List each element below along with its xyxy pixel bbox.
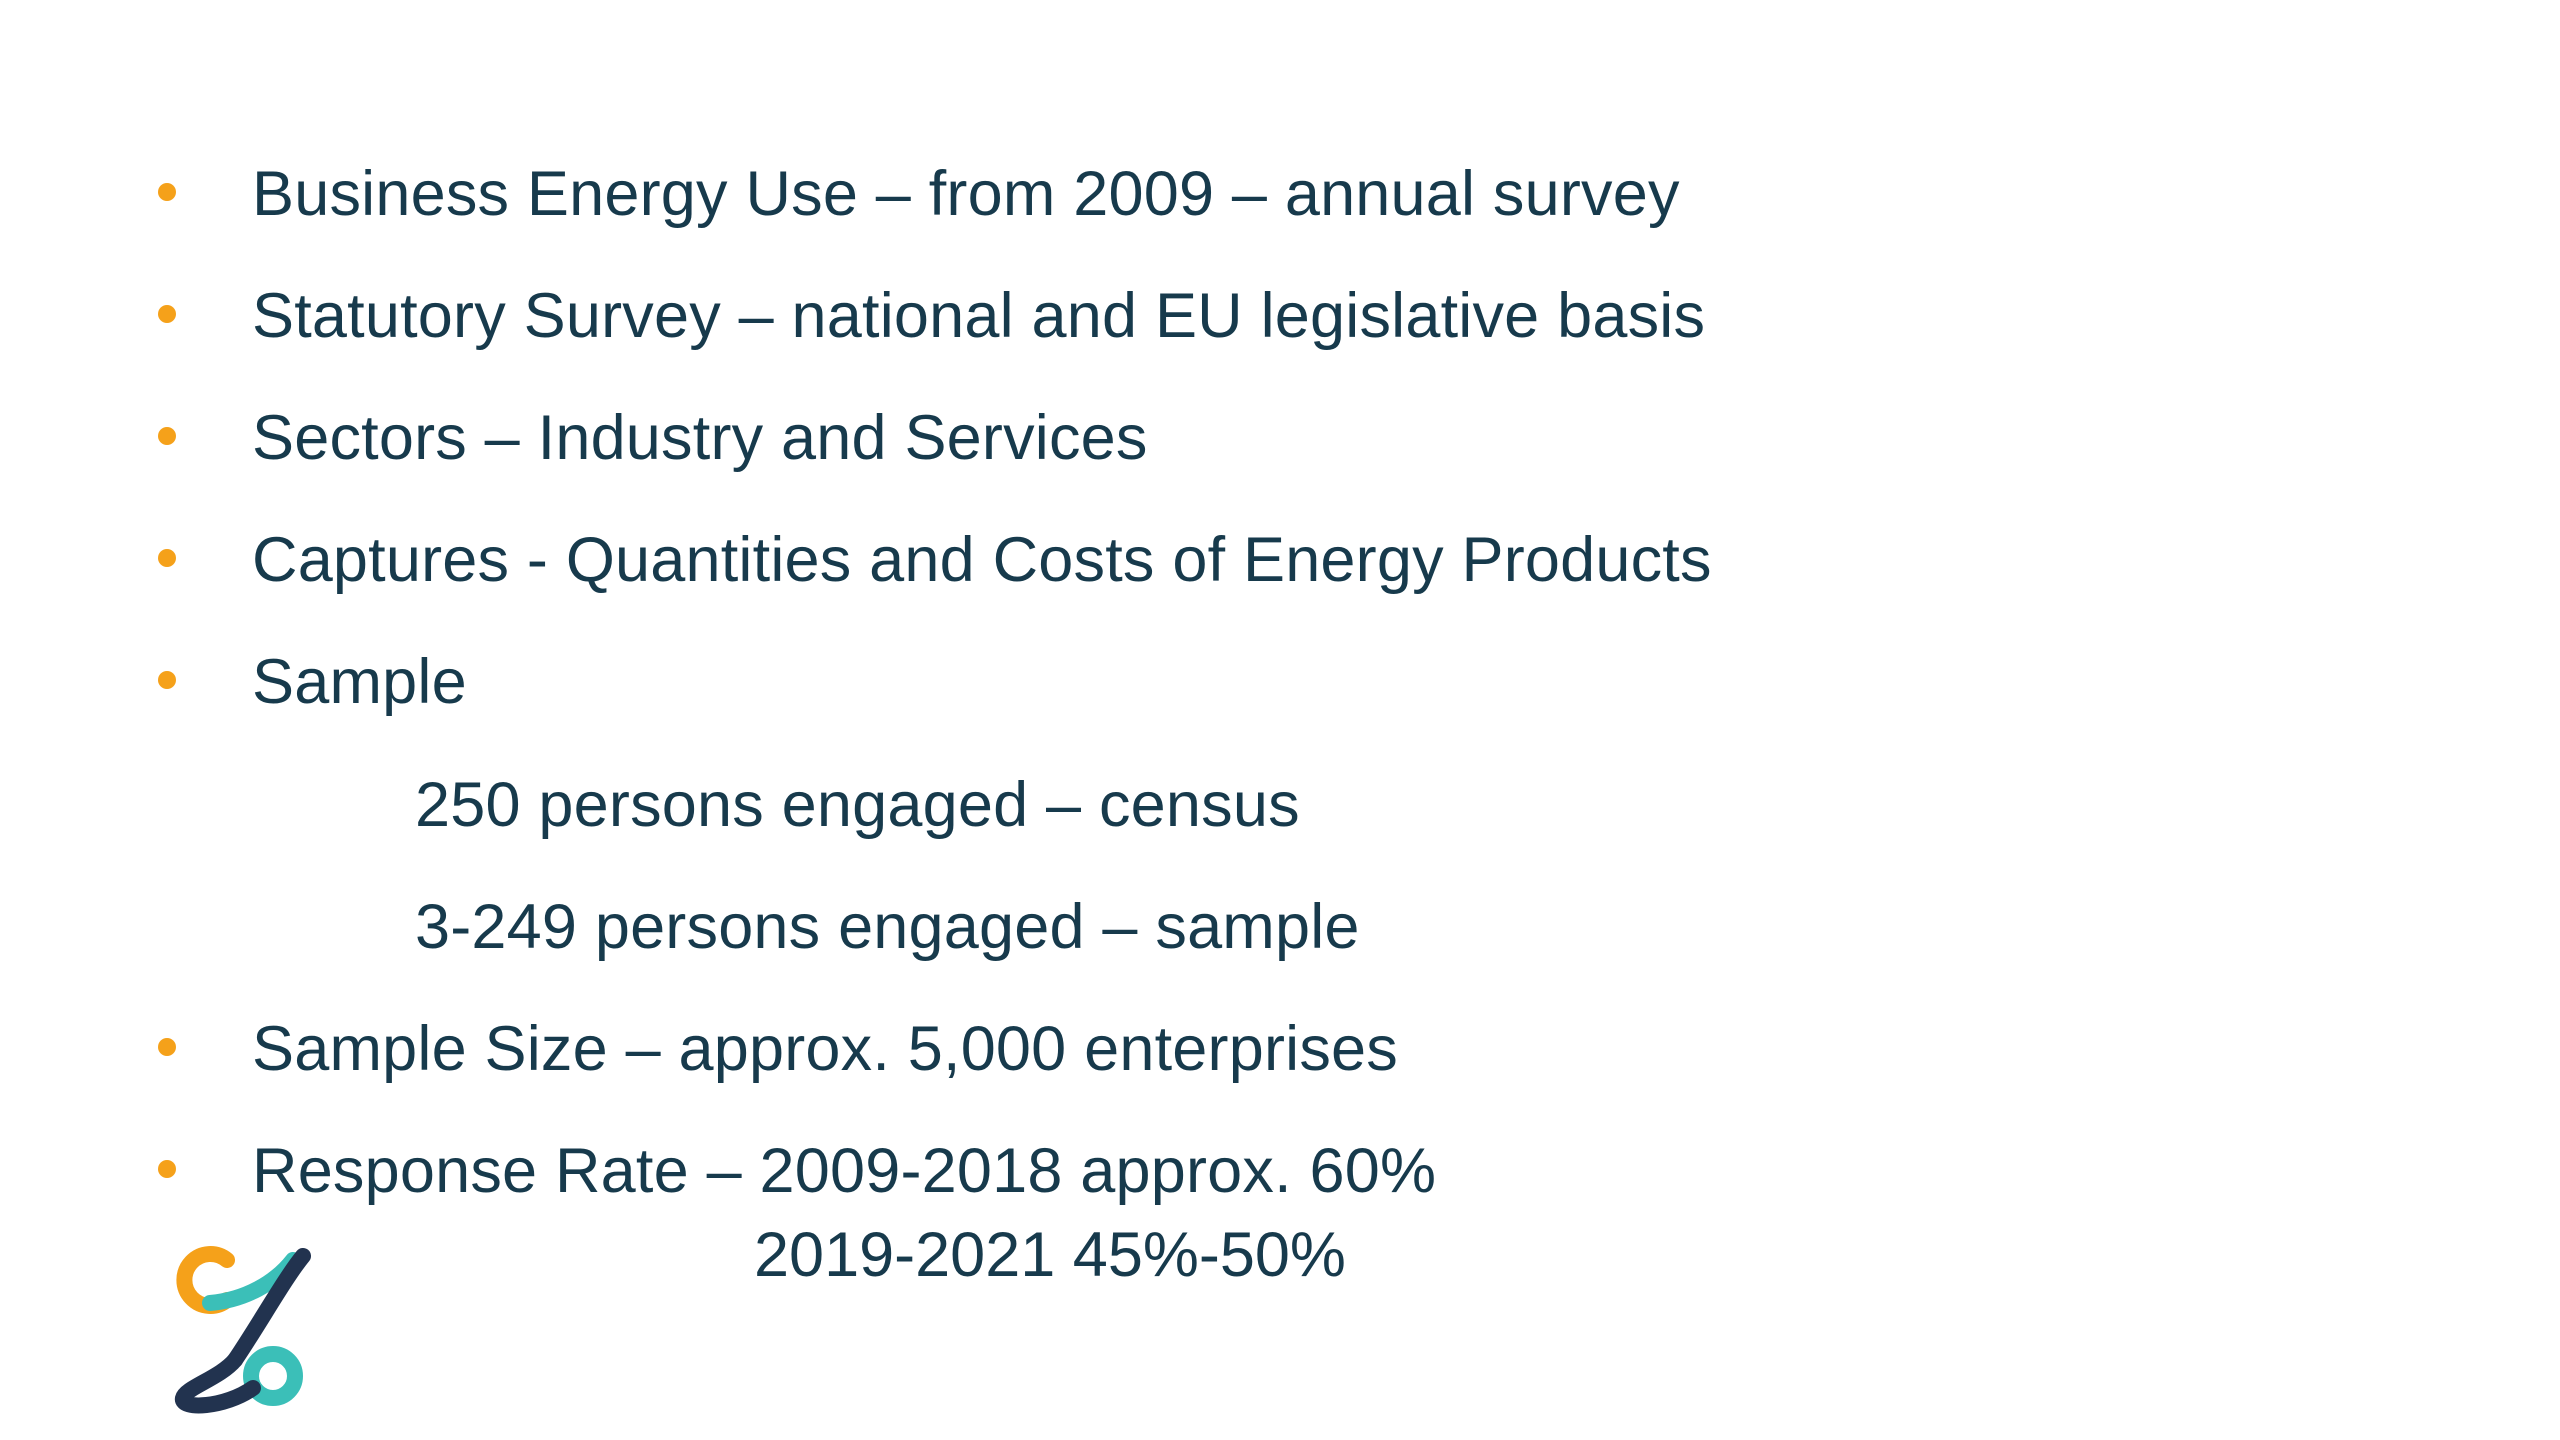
bullet-item: Sample Size – approx. 5,000 enterprises <box>0 1004 2560 1094</box>
bullet-text: Sectors – Industry and Services <box>252 403 1148 473</box>
response-rate-continuation: 2019-2021 45%-50% <box>754 1220 1346 1290</box>
bullet-item: Sectors – Industry and Services <box>0 393 2560 483</box>
bullet-item: Captures - Quantities and Costs of Energ… <box>0 515 2560 605</box>
bullet-text: Sample Size – approx. 5,000 enterprises <box>252 1014 1398 1084</box>
bullet-dot-icon <box>158 671 176 689</box>
bullet-text: Business Energy Use – from 2009 – annual… <box>252 159 1680 229</box>
cso-logo-icon <box>165 1238 325 1418</box>
sub-item-text: 3-249 persons engaged – sample <box>415 892 1360 962</box>
bullet-dot-icon <box>158 183 176 201</box>
sub-item: 250 persons engaged – census <box>0 760 2560 850</box>
bullet-text: Response Rate – 2009-2018 approx. 60% <box>252 1136 1437 1206</box>
bullet-dot-icon <box>158 549 176 567</box>
bullet-item: Sample <box>0 637 2560 727</box>
sub-item-text: 250 persons engaged – census <box>415 770 1300 840</box>
bullet-dot-icon <box>158 427 176 445</box>
bullet-item: Statutory Survey – national and EU legis… <box>0 271 2560 361</box>
bullet-dot-icon <box>158 305 176 323</box>
sub-item: 3-249 persons engaged – sample <box>0 882 2560 972</box>
bullet-dot-icon <box>158 1038 176 1056</box>
bullet-item: Business Energy Use – from 2009 – annual… <box>0 149 2560 239</box>
bullet-text: Captures - Quantities and Costs of Energ… <box>252 525 1712 595</box>
bullet-item: Response Rate – 2009-2018 approx. 60% <box>0 1126 2560 1216</box>
bullet-text: Statutory Survey – national and EU legis… <box>252 281 1706 351</box>
bullet-dot-icon <box>158 1160 176 1178</box>
bullet-text: Sample <box>252 647 467 717</box>
